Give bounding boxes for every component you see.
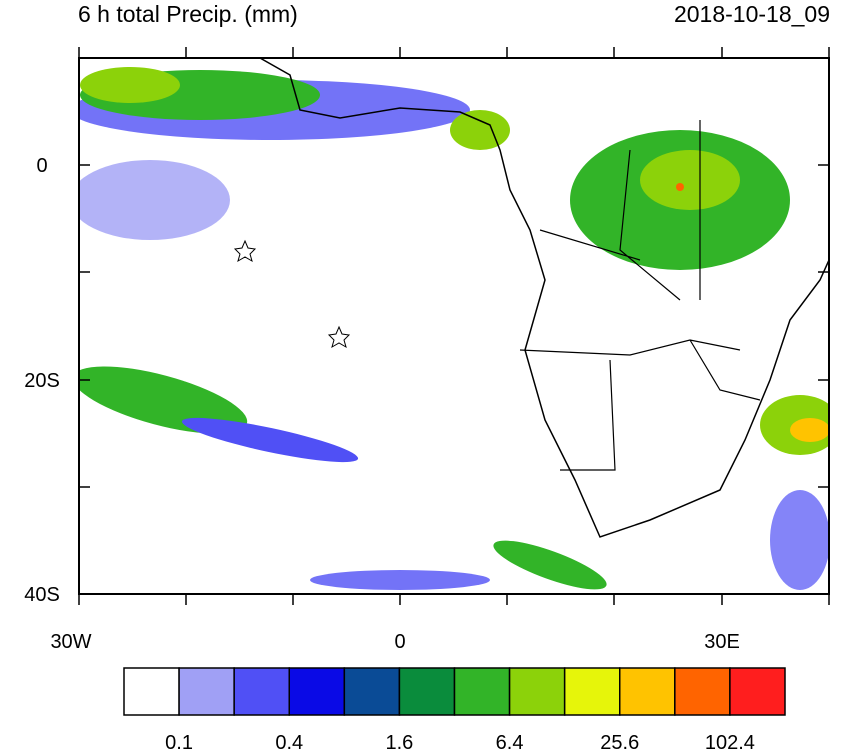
colorbar-box bbox=[619, 667, 676, 716]
colorbar-label: 25.6 bbox=[600, 732, 639, 750]
ticks: 0 20S 40S 30W 0 30E bbox=[24, 47, 830, 653]
coastline bbox=[259, 58, 829, 538]
colorbar-box bbox=[563, 667, 621, 716]
colorbar-box bbox=[288, 667, 346, 716]
date: 2018-10-18_09 bbox=[674, 1, 830, 27]
y-tick-label: 20S bbox=[24, 370, 60, 392]
colorbar-label: 1.6 bbox=[386, 732, 414, 750]
colorbar-box bbox=[729, 667, 786, 716]
star bbox=[327, 325, 351, 349]
colorbar-box bbox=[123, 667, 180, 716]
precip bbox=[79, 67, 829, 590]
colorbar-box bbox=[343, 667, 401, 716]
y-tick-label: 40S bbox=[24, 584, 60, 606]
colorbar-label: 6.4 bbox=[496, 732, 524, 750]
x-tick-label: 30W bbox=[50, 631, 91, 653]
colorbar-label: 0.1 bbox=[165, 732, 193, 750]
colorbar-box bbox=[398, 667, 456, 716]
title: 6 h total Precip. (mm) bbox=[78, 1, 298, 27]
colorbar-label: 102.4 bbox=[705, 732, 755, 750]
colorbar-box bbox=[674, 667, 731, 716]
colorbar-label: 0.4 bbox=[275, 732, 303, 750]
y-tick-label: 0 bbox=[36, 155, 47, 177]
colorbar-box bbox=[178, 667, 235, 716]
borders bbox=[519, 120, 761, 471]
colorbar-box bbox=[233, 667, 291, 716]
map-frame bbox=[78, 57, 830, 595]
x-tick-label: 30E bbox=[704, 631, 740, 653]
colorbar-box bbox=[508, 667, 566, 716]
x-tick-label: 0 bbox=[394, 631, 405, 653]
map-area bbox=[79, 58, 829, 594]
colorbar-box bbox=[453, 667, 511, 716]
colorbar: 0.1 0.4 1.6 6.4 25.6 102.4 bbox=[123, 667, 786, 754]
star bbox=[233, 239, 257, 263]
